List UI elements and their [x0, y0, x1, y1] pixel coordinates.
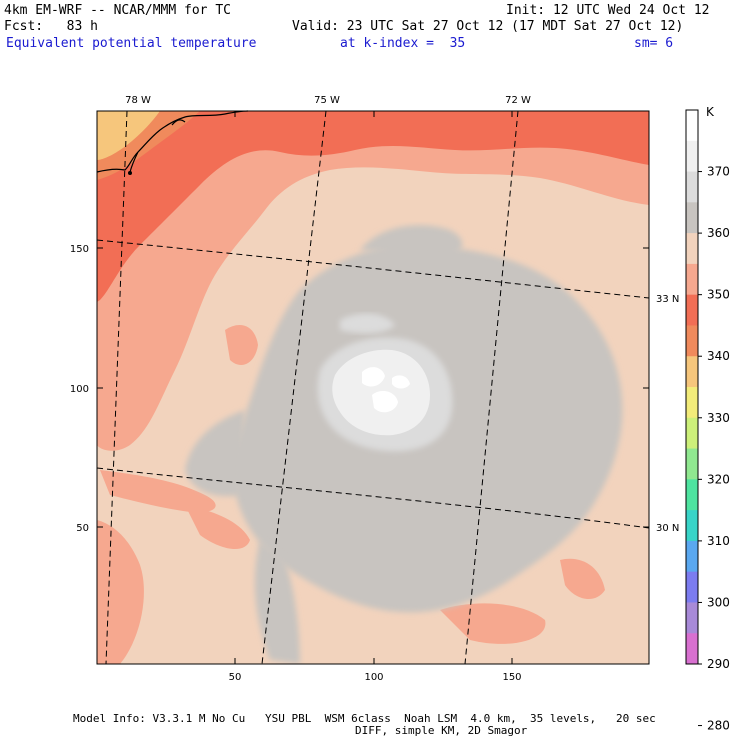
- lat-label: 30 N: [656, 523, 679, 534]
- valid-time: Valid: 23 UTC Sat 27 Oct 12 (17 MDT Sat …: [292, 19, 684, 34]
- colorbar-label: 340: [707, 349, 730, 363]
- colorbar-swatch: [686, 417, 698, 450]
- model-title: 4km EM-WRF -- NCAR/MMM for TC: [4, 3, 231, 18]
- colorbar-label: 280: [707, 719, 730, 733]
- theta-e-field: [97, 111, 649, 664]
- colorbar-swatch: [686, 325, 698, 357]
- colorbar-label: 350: [707, 288, 730, 302]
- colorbar-label: 310: [707, 534, 730, 548]
- model-info-physics: DIFF, simple KM, 2D Smagor: [355, 724, 528, 737]
- colorbar-swatch: [686, 479, 698, 511]
- colorbar-swatch: [686, 571, 698, 603]
- colorbar-swatch: [686, 356, 698, 388]
- colorbar-swatch: [686, 540, 698, 573]
- x-tick-label: 100: [364, 672, 383, 683]
- axis-ticks: [97, 111, 649, 664]
- lon-label: 72 W: [505, 95, 531, 106]
- smoothing-info: sm= 6: [634, 36, 674, 51]
- y-tick-label: 150: [70, 244, 89, 255]
- colorbar-swatch: [686, 294, 698, 326]
- field-name: Equivalent potential temperature: [6, 36, 257, 51]
- colorbar-swatch: [686, 633, 698, 665]
- lon-label: 78 W: [125, 95, 151, 106]
- colorbar-swatch: [686, 263, 698, 296]
- init-time: Init: 12 UTC Wed 24 Oct 12: [506, 3, 710, 18]
- y-tick-label: 100: [70, 384, 89, 395]
- x-tick-label: 50: [229, 672, 242, 683]
- colorbar-label: 290: [707, 657, 730, 671]
- colorbar-swatch: [686, 202, 698, 234]
- city-marker: [128, 171, 132, 175]
- colorbar-swatch: [686, 110, 698, 142]
- colorbar-swatch: [686, 602, 698, 634]
- colorbar-label: 370: [707, 165, 730, 179]
- colorbar-swatch: [686, 510, 698, 542]
- latlon-grid: [96, 110, 650, 665]
- colorbar-unit: K: [706, 105, 715, 119]
- colorbar-swatch: [686, 387, 698, 419]
- y-tick-label: 50: [76, 523, 89, 534]
- x-tick-label: 150: [502, 672, 521, 683]
- colorbar-swatch: [686, 171, 698, 203]
- colorbar-swatch: [686, 140, 698, 173]
- forecast-hour: Fcst: 83 h: [4, 19, 98, 34]
- level-info: at k-index = 35: [340, 36, 466, 51]
- colorbar-frame: [685, 109, 699, 665]
- colorbar-swatch: [686, 448, 698, 480]
- colorbar-label: 320: [707, 472, 730, 486]
- colorbar-label: 360: [707, 226, 730, 240]
- colorbar-swatch: [686, 233, 698, 265]
- colorbar-label: 330: [707, 411, 730, 425]
- colorbar: [686, 110, 698, 665]
- lat-label: 33 N: [656, 294, 679, 305]
- model-info: Model Info: V3.3.1 M No Cu YSU PBL WSM 6…: [73, 712, 656, 725]
- lon-label: 75 W: [314, 95, 340, 106]
- colorbar-label: 300: [707, 595, 730, 609]
- coastline: [96, 110, 249, 173]
